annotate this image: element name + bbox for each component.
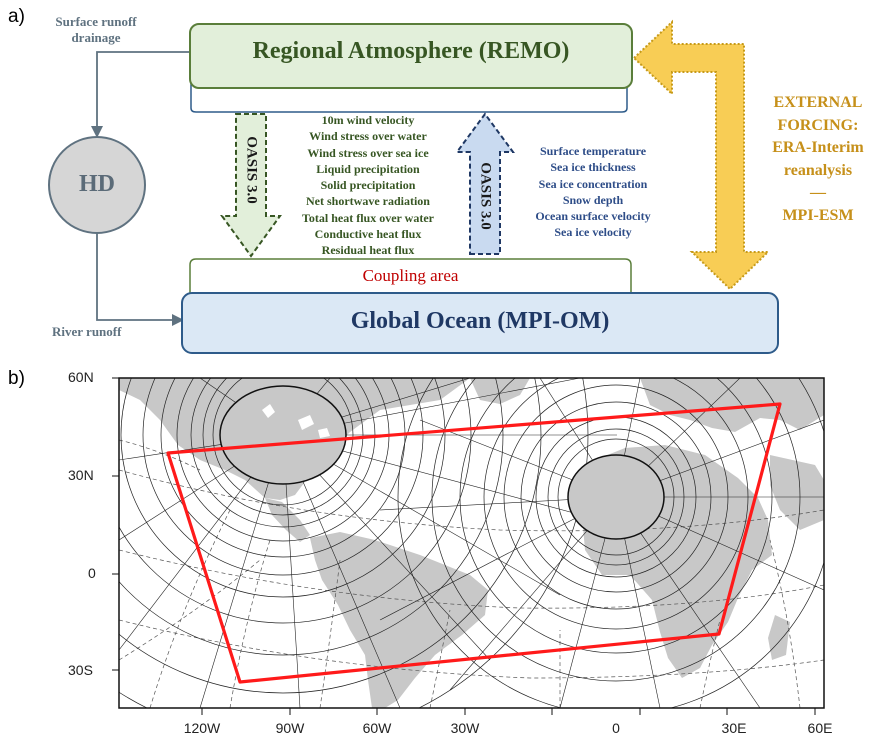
atm-var: Solid precipitation [320, 178, 416, 193]
runoff-routing-lines [96, 51, 190, 321]
ocean-var: Sea ice concentration [538, 176, 648, 191]
europe-land [640, 378, 824, 432]
x-tick-60w: 60W [362, 720, 392, 736]
remo-domain-outline [166, 402, 782, 684]
atm-var: Liquid precipitation [316, 161, 420, 176]
y-tick-60n: 60N [68, 369, 94, 385]
map-frame [118, 377, 825, 709]
atm-to-ocean-variables: 10m wind velocity Wind stress over water… [284, 112, 452, 259]
external-forcing-arrow [632, 19, 771, 291]
forcing-line: reanalysis [783, 161, 853, 179]
remo-box [189, 23, 633, 89]
oasis-down-arrow [220, 113, 282, 258]
surface-runoff-arrowhead [91, 126, 103, 138]
river-runoff-arrowhead [172, 314, 184, 326]
central-america-land [265, 498, 310, 542]
x-tick-90w: 90W [275, 720, 305, 736]
forcing-line: ERA-Interim [772, 139, 864, 156]
forcing-line: MPI-ESM [782, 206, 854, 224]
ocean-var: Snow depth [562, 192, 624, 207]
greenland-land [470, 378, 530, 404]
remo-underline [190, 76, 628, 113]
arabia-land [770, 455, 824, 530]
model-grid-map [112, 377, 825, 715]
atm-var: Total heat flux over water [302, 210, 434, 225]
y-tick-0: 0 [88, 565, 96, 581]
atm-var: Net shortwave radiation [306, 194, 430, 209]
x-tick-0: 0 [612, 720, 620, 736]
surface-runoff-label: Surface runoff drainage [30, 14, 162, 46]
surface-runoff-line-2: drainage [71, 30, 121, 45]
south-america-land [310, 532, 488, 708]
coupling-diagram [48, 19, 779, 354]
coupling-area-box [189, 258, 632, 296]
ocean-var: Sea ice velocity [554, 225, 632, 240]
atm-var: Wind stress over sea ice [307, 145, 429, 160]
river-runoff-line [96, 234, 175, 321]
left-pole-cap [219, 385, 347, 485]
external-forcing-label: EXTERNAL FORCING: ERA-Interim reanalysis… [756, 92, 880, 227]
oasis-up-label: OASIS 3.0 [477, 162, 494, 230]
surface-runoff-line-1: Surface runoff [55, 14, 137, 29]
atm-var: Conductive heat flux [314, 227, 422, 242]
ocean-box [181, 292, 779, 354]
x-tick-120w: 120W [183, 720, 221, 736]
madagascar-land [768, 615, 790, 660]
ocean-title: Global Ocean (MPI-OM) [350, 308, 610, 334]
axis-ticks [112, 377, 816, 715]
hd-title: HD [79, 171, 115, 197]
ocean-var: Surface temperature [539, 144, 647, 158]
oasis-up-arrow [455, 112, 515, 255]
x-tick-30e: 30E [721, 720, 747, 736]
coupling-area-label: Coupling area [362, 266, 459, 285]
forcing-line: EXTERNAL [773, 94, 863, 111]
great-lakes [262, 404, 330, 438]
ocean-to-atm-variables: Surface temperature Sea ice thickness Se… [518, 143, 668, 241]
x-tick-60e: 60E [807, 720, 833, 736]
oasis-down-label: OASIS 3.0 [243, 136, 260, 204]
ocean-var: Sea ice thickness [550, 160, 636, 175]
y-tick-30n: 30N [68, 467, 94, 483]
atm-var: Residual heat flux [321, 243, 415, 258]
forcing-line: FORCING: [777, 116, 859, 134]
atm-var: Wind stress over water [309, 129, 427, 144]
surface-runoff-line [96, 51, 190, 128]
x-tick-30w: 30W [450, 720, 480, 736]
y-tick-30s: 30S [68, 662, 93, 678]
ocean-var: Ocean surface velocity [535, 209, 651, 224]
right-pole-cap [567, 454, 665, 540]
panel-a-label: a) [8, 6, 25, 27]
forcing-line: — [810, 184, 826, 201]
remo-title: Regional Atmosphere (REMO) [252, 38, 570, 64]
panel-b-label: b) [8, 368, 25, 389]
hd-circle [48, 136, 146, 234]
river-runoff-label: River runoff [52, 324, 122, 339]
atm-var: 10m wind velocity [321, 113, 415, 127]
